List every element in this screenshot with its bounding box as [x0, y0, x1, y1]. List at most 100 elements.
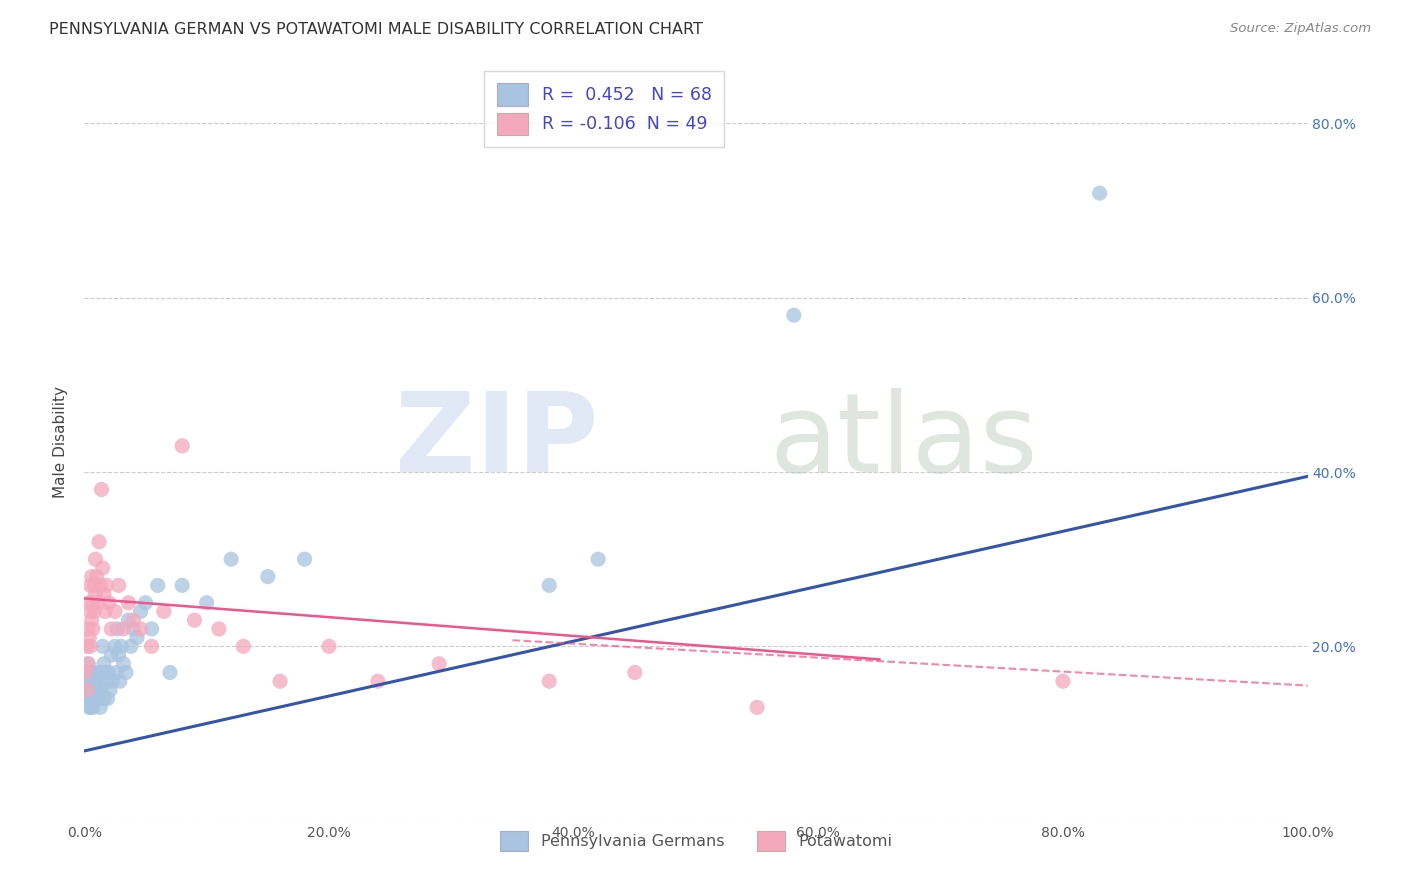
Point — [89, 700, 111, 714]
Point — [77, 682, 100, 697]
Point — [104, 605, 127, 619]
Point — [79, 700, 101, 714]
Point — [80, 691, 103, 706]
Point — [135, 596, 157, 610]
Point — [87, 534, 110, 549]
Point — [153, 605, 176, 619]
Point — [1052, 674, 1074, 689]
Point — [77, 674, 100, 689]
Point — [117, 596, 139, 610]
Point — [75, 682, 97, 697]
Point — [80, 665, 103, 680]
Point — [98, 682, 121, 697]
Point — [122, 622, 145, 636]
Point — [79, 691, 101, 706]
Legend: Pennsylvania Germans, Potawatomi: Pennsylvania Germans, Potawatomi — [488, 820, 904, 862]
Point — [367, 674, 389, 689]
Point — [79, 640, 101, 654]
Point — [538, 674, 561, 689]
Point — [84, 682, 107, 697]
Point — [75, 665, 97, 680]
Point — [79, 605, 101, 619]
Point — [141, 622, 163, 636]
Point — [117, 613, 139, 627]
Point — [86, 691, 108, 706]
Point — [105, 665, 128, 680]
Point — [91, 561, 114, 575]
Point — [269, 674, 291, 689]
Point — [94, 665, 117, 680]
Point — [87, 682, 110, 697]
Point — [79, 682, 101, 697]
Point — [318, 640, 340, 654]
Point — [89, 578, 111, 592]
Point — [105, 622, 128, 636]
Point — [96, 674, 118, 689]
Point — [83, 605, 105, 619]
Point — [96, 578, 118, 592]
Point — [80, 682, 103, 697]
Point — [76, 640, 98, 654]
Point — [257, 569, 280, 583]
Point — [86, 665, 108, 680]
Point — [77, 657, 100, 671]
Point — [77, 657, 100, 671]
Text: Source: ZipAtlas.com: Source: ZipAtlas.com — [1230, 22, 1371, 36]
Point — [122, 613, 145, 627]
Point — [79, 578, 101, 592]
Point — [172, 439, 194, 453]
Point — [80, 569, 103, 583]
Point — [172, 578, 194, 592]
Point — [91, 640, 114, 654]
Point — [82, 596, 104, 610]
Point — [77, 700, 100, 714]
Point — [90, 483, 112, 497]
Point — [120, 640, 142, 654]
Point — [141, 640, 163, 654]
Point — [76, 682, 98, 697]
Point — [538, 578, 561, 592]
Point — [82, 682, 104, 697]
Point — [94, 605, 117, 619]
Point — [208, 622, 231, 636]
Point — [86, 569, 108, 583]
Point — [586, 552, 609, 566]
Point — [90, 682, 112, 697]
Point — [1088, 186, 1111, 201]
Point — [159, 665, 181, 680]
Point — [112, 657, 135, 671]
Point — [97, 691, 120, 706]
Point — [97, 665, 120, 680]
Point — [112, 622, 135, 636]
Point — [100, 648, 122, 662]
Point — [100, 622, 122, 636]
Point — [82, 674, 104, 689]
Point — [76, 691, 98, 706]
Point — [80, 613, 103, 627]
Point — [146, 578, 169, 592]
Point — [77, 691, 100, 706]
Y-axis label: Male Disability: Male Disability — [53, 385, 69, 498]
Point — [107, 648, 129, 662]
Point — [76, 665, 98, 680]
Point — [107, 578, 129, 592]
Point — [79, 674, 101, 689]
Text: atlas: atlas — [769, 388, 1038, 495]
Point — [87, 596, 110, 610]
Text: ZIP: ZIP — [395, 388, 598, 495]
Point — [77, 622, 100, 636]
Point — [93, 587, 115, 601]
Point — [77, 631, 100, 645]
Point — [183, 613, 205, 627]
Text: PENNSYLVANIA GERMAN VS POTAWATOMI MALE DISABILITY CORRELATION CHART: PENNSYLVANIA GERMAN VS POTAWATOMI MALE D… — [49, 22, 703, 37]
Point — [87, 674, 110, 689]
Point — [624, 665, 647, 680]
Point — [101, 674, 124, 689]
Point — [77, 674, 100, 689]
Point — [783, 308, 806, 322]
Point — [294, 552, 316, 566]
Point — [115, 665, 138, 680]
Point — [104, 640, 127, 654]
Point — [232, 640, 254, 654]
Point — [83, 578, 105, 592]
